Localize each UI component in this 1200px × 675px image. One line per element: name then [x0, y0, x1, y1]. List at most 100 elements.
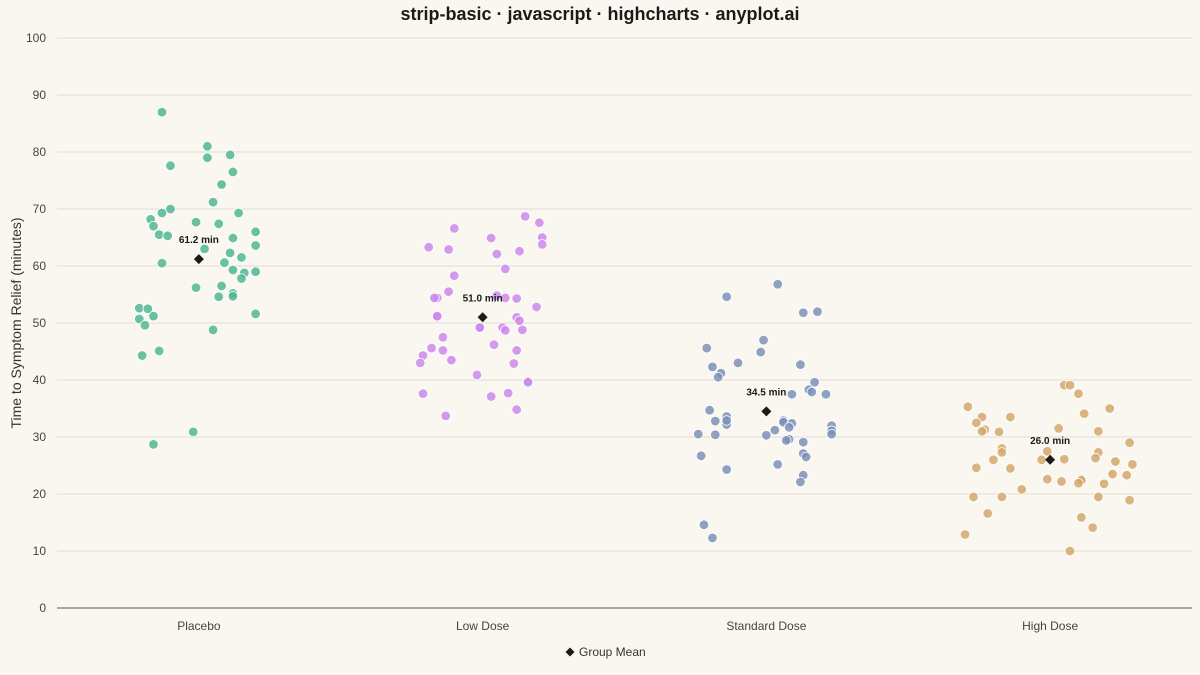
data-point[interactable] [1053, 423, 1064, 434]
data-point[interactable] [996, 447, 1008, 458]
data-point[interactable] [488, 339, 500, 350]
data-point[interactable] [224, 149, 236, 161]
data-point[interactable] [148, 439, 159, 450]
data-point[interactable] [707, 361, 718, 373]
data-point[interactable] [500, 292, 511, 304]
data-point[interactable] [798, 307, 809, 318]
data-point[interactable] [1124, 495, 1135, 506]
data-point[interactable] [968, 491, 979, 503]
data-point[interactable] [1093, 426, 1104, 437]
data-point[interactable] [772, 459, 783, 470]
data-point[interactable] [522, 377, 534, 388]
data-point[interactable] [812, 306, 823, 317]
data-point[interactable] [474, 322, 485, 333]
data-point[interactable] [795, 476, 806, 488]
data-point[interactable] [156, 257, 168, 269]
mean-marker[interactable] [477, 312, 488, 323]
data-point[interactable] [227, 232, 239, 244]
data-point[interactable] [162, 230, 173, 241]
data-point[interactable] [511, 293, 522, 304]
data-point[interactable] [207, 196, 219, 208]
data-point[interactable] [772, 279, 783, 290]
data-point[interactable] [1107, 468, 1118, 480]
data-point[interactable] [1059, 454, 1070, 465]
data-point[interactable] [491, 248, 503, 260]
data-point[interactable] [1056, 476, 1067, 487]
data-point[interactable] [781, 435, 792, 446]
data-point[interactable] [982, 508, 993, 519]
data-point[interactable] [1064, 379, 1076, 391]
data-point[interactable] [429, 292, 440, 304]
data-point[interactable] [449, 270, 460, 281]
data-point[interactable] [721, 291, 732, 302]
data-point[interactable] [976, 426, 988, 437]
data-point[interactable] [519, 211, 531, 222]
data-point[interactable] [695, 450, 707, 462]
data-point[interactable] [826, 428, 837, 440]
data-point[interactable] [1121, 469, 1132, 481]
data-point[interactable] [142, 303, 154, 314]
data-point[interactable] [704, 405, 715, 416]
data-point[interactable] [758, 334, 769, 346]
data-point[interactable] [517, 324, 528, 336]
data-point[interactable] [415, 357, 426, 369]
data-point[interactable] [959, 529, 971, 540]
data-point[interactable] [1090, 452, 1101, 464]
data-point[interactable] [795, 359, 806, 370]
data-point[interactable] [440, 410, 451, 422]
data-point[interactable] [432, 310, 443, 322]
mean-marker[interactable] [1045, 454, 1056, 465]
data-point[interactable] [190, 216, 202, 228]
legend[interactable]: Group Mean [565, 645, 646, 659]
data-point[interactable] [1098, 478, 1110, 489]
data-point[interactable] [514, 245, 525, 257]
data-point[interactable] [721, 415, 732, 426]
data-point[interactable] [426, 342, 437, 354]
data-point[interactable] [139, 320, 151, 331]
data-point[interactable] [511, 345, 522, 356]
data-point[interactable] [202, 152, 213, 163]
data-point[interactable] [1005, 463, 1016, 474]
mean-marker[interactable] [193, 254, 204, 265]
data-point[interactable] [187, 426, 199, 438]
data-point[interactable] [1127, 459, 1138, 470]
data-point[interactable] [514, 315, 525, 326]
data-point[interactable] [207, 324, 219, 336]
data-point[interactable] [988, 454, 999, 466]
data-point[interactable] [165, 203, 176, 215]
data-point[interactable] [471, 369, 483, 381]
data-point[interactable] [224, 247, 236, 259]
mean-marker[interactable] [761, 406, 772, 417]
data-point[interactable] [156, 207, 168, 219]
data-point[interactable] [219, 257, 230, 268]
data-point[interactable] [190, 282, 202, 293]
data-point[interactable] [698, 519, 710, 530]
data-point[interactable] [800, 451, 812, 463]
data-point[interactable] [485, 391, 497, 402]
data-point[interactable] [721, 464, 732, 475]
data-point[interactable] [417, 388, 429, 399]
data-point[interactable] [148, 220, 159, 232]
data-point[interactable] [250, 308, 261, 320]
data-point[interactable] [508, 358, 520, 369]
data-point[interactable] [213, 291, 224, 302]
legend-item-label[interactable]: Group Mean [579, 645, 646, 659]
data-point[interactable] [710, 429, 721, 440]
data-point[interactable] [1042, 446, 1053, 457]
data-point[interactable] [1124, 437, 1135, 448]
data-point[interactable] [165, 160, 176, 171]
data-point[interactable] [443, 286, 454, 297]
data-point[interactable] [1078, 408, 1090, 419]
data-point[interactable] [732, 357, 744, 369]
data-point[interactable] [1036, 454, 1047, 466]
data-point[interactable] [500, 325, 511, 336]
data-point[interactable] [1016, 484, 1027, 495]
data-point[interactable] [216, 280, 227, 292]
data-point[interactable] [136, 350, 148, 361]
data-point[interactable] [153, 229, 165, 240]
data-point[interactable] [783, 422, 795, 433]
data-point[interactable] [1042, 473, 1053, 485]
data-point[interactable] [216, 179, 227, 190]
data-point[interactable] [500, 263, 511, 275]
data-point[interactable] [962, 401, 974, 412]
